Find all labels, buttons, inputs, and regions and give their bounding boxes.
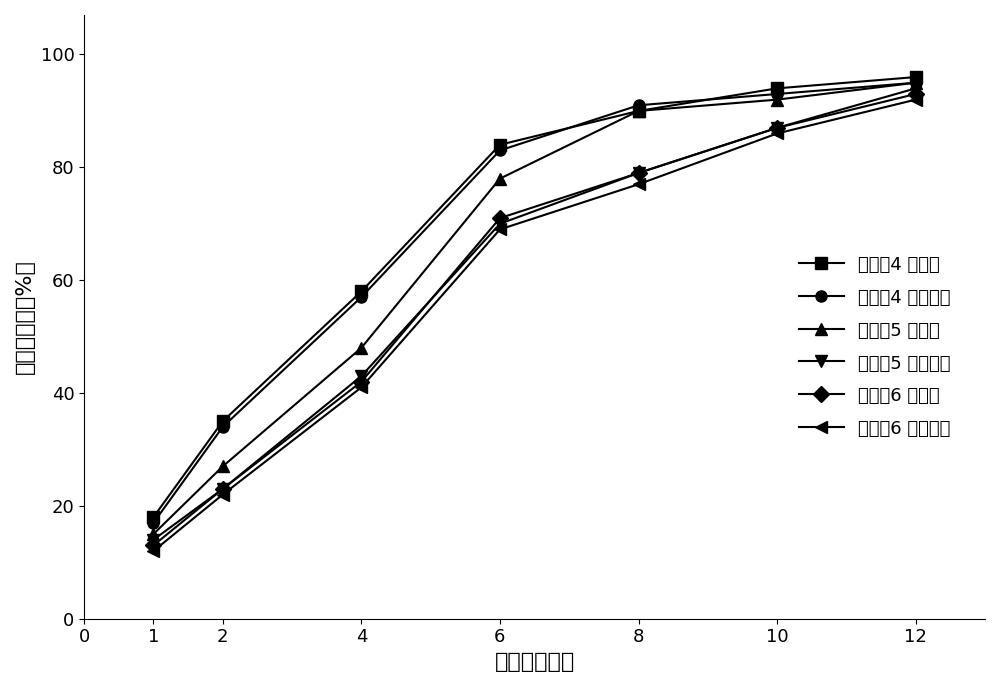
实施例5 沙库巴曲	[910, 85, 922, 93]
实施例4 缬沙坦	[217, 417, 229, 425]
实施例6 缬沙坦	[494, 214, 506, 222]
Line: 实施例6 沙库巴曲: 实施例6 沙库巴曲	[148, 94, 921, 556]
实施例6 沙库巴曲	[355, 383, 367, 392]
Line: 实施例4 缬沙坦: 实施例4 缬沙坦	[148, 71, 921, 523]
实施例5 缬沙坦	[494, 174, 506, 183]
实施例6 缬沙坦	[771, 124, 783, 132]
Line: 实施例5 沙库巴曲: 实施例5 沙库巴曲	[148, 83, 921, 545]
实施例5 缬沙坦	[355, 344, 367, 352]
实施例4 沙库巴曲	[910, 78, 922, 87]
实施例4 缬沙坦	[633, 106, 645, 115]
Y-axis label: 累积释放度（%）: 累积释放度（%）	[15, 260, 35, 374]
实施例5 沙库巴曲	[771, 124, 783, 132]
实施例5 缬沙坦	[910, 78, 922, 87]
实施例5 缬沙坦	[147, 530, 159, 538]
实施例5 沙库巴曲	[355, 372, 367, 380]
实施例5 沙库巴曲	[217, 485, 229, 493]
实施例6 缬沙坦	[910, 90, 922, 98]
实施例5 沙库巴曲	[633, 169, 645, 177]
实施例4 缬沙坦	[355, 287, 367, 295]
实施例6 沙库巴曲	[910, 95, 922, 104]
实施例4 沙库巴曲	[494, 146, 506, 155]
Line: 实施例6 缬沙坦: 实施例6 缬沙坦	[148, 89, 921, 551]
Line: 实施例4 沙库巴曲: 实施例4 沙库巴曲	[148, 77, 921, 528]
实施例4 沙库巴曲	[355, 293, 367, 301]
实施例4 缬沙坦	[910, 73, 922, 81]
Legend: 实施例4 缬沙坦, 实施例4 沙库巴曲, 实施例5 缬沙坦, 实施例5 沙库巴曲, 实施例6 缬沙坦, 实施例6 沙库巴曲: 实施例4 缬沙坦, 实施例4 沙库巴曲, 实施例5 缬沙坦, 实施例5 沙库巴曲…	[791, 249, 958, 445]
实施例4 缬沙坦	[147, 513, 159, 521]
实施例6 沙库巴曲	[633, 180, 645, 188]
实施例4 沙库巴曲	[217, 423, 229, 431]
X-axis label: 时间（小时）: 时间（小时）	[494, 652, 575, 672]
实施例4 沙库巴曲	[147, 519, 159, 527]
实施例4 沙库巴曲	[771, 90, 783, 98]
实施例6 沙库巴曲	[147, 547, 159, 555]
实施例4 沙库巴曲	[633, 101, 645, 109]
实施例6 缬沙坦	[147, 541, 159, 550]
实施例4 缬沙坦	[494, 141, 506, 149]
实施例4 缬沙坦	[771, 85, 783, 93]
实施例5 缬沙坦	[633, 106, 645, 115]
实施例5 缬沙坦	[217, 462, 229, 471]
实施例6 沙库巴曲	[217, 491, 229, 499]
实施例6 缬沙坦	[633, 169, 645, 177]
实施例5 沙库巴曲	[494, 220, 506, 228]
实施例6 缬沙坦	[355, 378, 367, 386]
实施例5 缬沙坦	[771, 95, 783, 104]
实施例5 沙库巴曲	[147, 536, 159, 544]
实施例6 沙库巴曲	[494, 225, 506, 234]
实施例6 缬沙坦	[217, 485, 229, 493]
Line: 实施例5 缬沙坦: 实施例5 缬沙坦	[148, 77, 921, 540]
实施例6 沙库巴曲	[771, 129, 783, 137]
